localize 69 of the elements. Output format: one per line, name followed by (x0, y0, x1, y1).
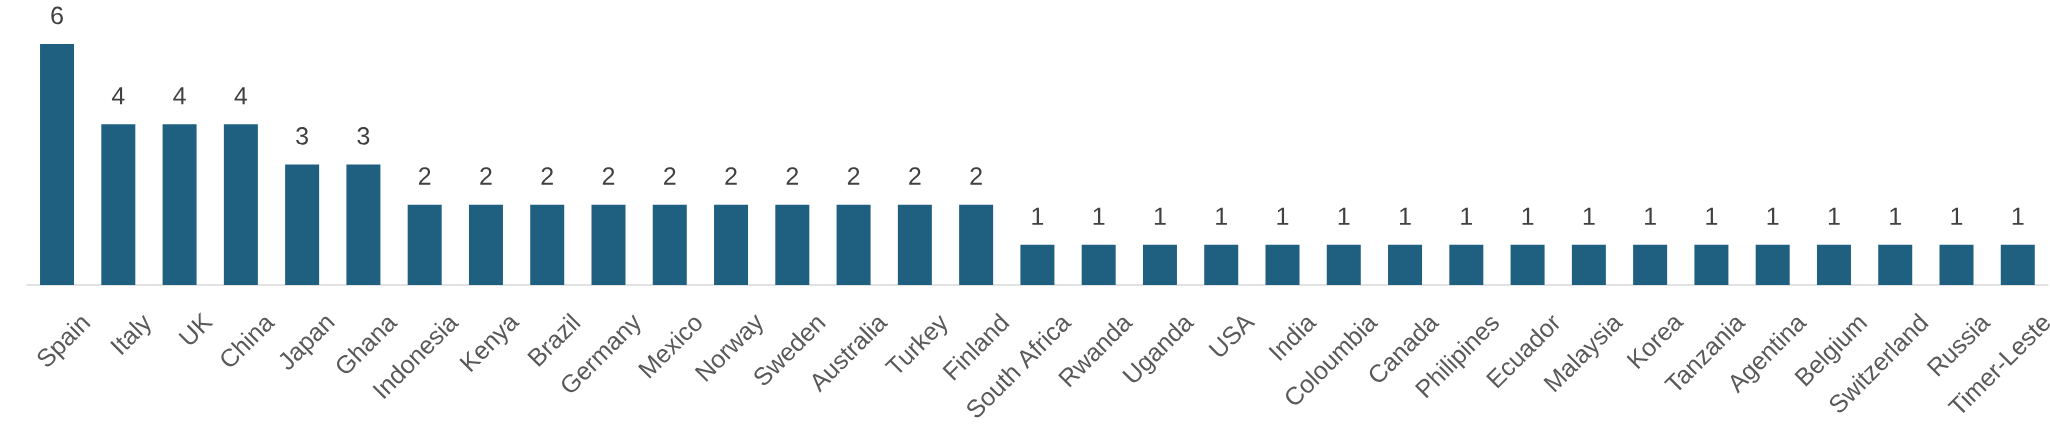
bar (223, 124, 258, 285)
data-label: 1 (1522, 207, 1534, 225)
data-label: 2 (480, 167, 492, 185)
bar (1081, 244, 1116, 285)
data-label: 1 (1093, 207, 1105, 225)
bar (959, 204, 994, 285)
data-label: 6 (51, 6, 63, 25)
bar (1449, 244, 1484, 285)
bar (1142, 244, 1177, 285)
data-label: 3 (296, 127, 308, 145)
data-label: 2 (909, 167, 921, 185)
data-label: 2 (419, 167, 431, 185)
bar (2000, 244, 2035, 285)
bar (1020, 244, 1055, 285)
data-label: 1 (1951, 207, 1963, 225)
data-label: 2 (541, 167, 553, 185)
bar (468, 204, 503, 285)
data-label: 2 (602, 167, 615, 185)
data-label: 1 (1583, 207, 1595, 225)
data-label: 1 (1400, 207, 1411, 225)
bar (1633, 244, 1668, 285)
bar (1939, 244, 1974, 285)
data-label: 3 (357, 127, 370, 145)
data-label: 4 (234, 87, 248, 105)
data-label: 2 (664, 167, 676, 185)
bar (1265, 244, 1300, 285)
bar (285, 164, 320, 285)
bar (1510, 244, 1545, 285)
data-label: 1 (1032, 207, 1044, 225)
data-label: 2 (970, 167, 982, 185)
bar (40, 44, 75, 285)
bar (1878, 244, 1913, 285)
data-label: 1 (1828, 207, 1840, 225)
bar (652, 204, 687, 285)
data-label: 1 (1154, 207, 1166, 225)
data-label: 4 (173, 87, 186, 105)
data-label: 1 (2012, 207, 2024, 225)
bar (1816, 244, 1851, 285)
data-label: 1 (1645, 207, 1656, 225)
x-tick-label: UK (178, 312, 214, 345)
bar (1204, 244, 1239, 285)
bar (714, 204, 749, 285)
data-label: 2 (786, 167, 798, 185)
bar (162, 124, 197, 285)
data-label: 4 (111, 87, 125, 105)
bar (407, 204, 442, 285)
bar (101, 124, 136, 285)
bar (591, 204, 626, 285)
bar (1571, 244, 1606, 285)
bar (1326, 244, 1361, 285)
x-tick-label: Italy (110, 314, 151, 355)
data-label: 1 (1216, 207, 1227, 225)
data-label: 1 (1767, 207, 1779, 225)
bar (775, 204, 810, 285)
bar (346, 164, 381, 285)
data-label: 2 (847, 167, 860, 185)
bar (836, 204, 871, 285)
data-label: 2 (725, 167, 737, 185)
bar (1755, 244, 1790, 285)
bar (530, 204, 565, 285)
bar (1694, 244, 1729, 285)
data-label: 1 (1706, 207, 1718, 225)
x-tick-label: USA (1208, 316, 1256, 357)
data-label: 1 (1890, 207, 1901, 225)
data-label: 1 (1338, 207, 1350, 225)
data-label: 1 (1277, 207, 1289, 225)
bar (1388, 244, 1423, 285)
bar (897, 204, 932, 285)
data-label: 1 (1461, 207, 1473, 225)
